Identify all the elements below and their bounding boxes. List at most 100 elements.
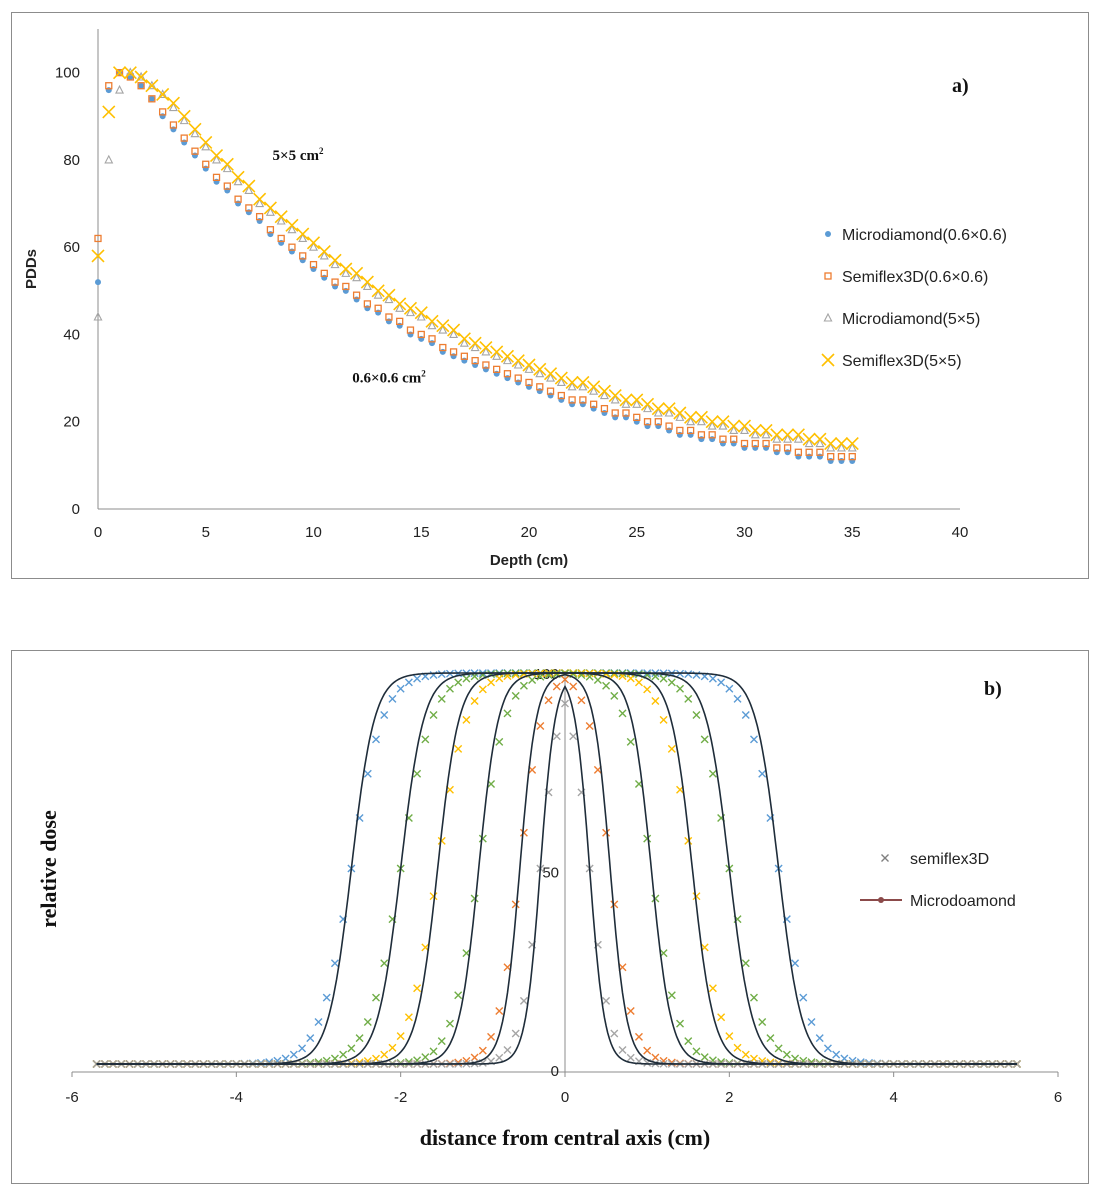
data-point bbox=[396, 1058, 405, 1067]
data-point bbox=[651, 1053, 660, 1062]
data-point bbox=[148, 95, 155, 102]
data-point bbox=[159, 113, 166, 120]
data-point bbox=[783, 433, 793, 443]
data-point bbox=[388, 1043, 397, 1052]
data-point bbox=[244, 185, 254, 195]
chart-panel-b: -6 -4 -2 0 2 4 6 0 50 100 distance from central ax… bbox=[11, 650, 1089, 1184]
data-point bbox=[762, 439, 770, 448]
data-point bbox=[719, 435, 727, 443]
data-point bbox=[470, 1053, 479, 1062]
data-point bbox=[739, 425, 750, 435]
data-point bbox=[782, 1050, 791, 1059]
data-point bbox=[495, 1053, 504, 1062]
data-point bbox=[429, 892, 438, 901]
data-point bbox=[449, 329, 459, 339]
data-point bbox=[664, 407, 674, 417]
legend-marker bbox=[824, 272, 832, 280]
data-point bbox=[429, 711, 438, 720]
data-point bbox=[590, 400, 598, 408]
data-point bbox=[255, 212, 264, 221]
data-point bbox=[287, 224, 297, 234]
data-point bbox=[363, 1018, 372, 1026]
y-tick-label: 0 bbox=[551, 1063, 559, 1080]
data-point bbox=[619, 393, 633, 407]
data-point bbox=[659, 674, 668, 683]
data-point bbox=[815, 1058, 824, 1067]
data-point bbox=[561, 699, 569, 708]
y-tick-label: 0 bbox=[72, 501, 80, 518]
data-point bbox=[655, 423, 662, 430]
x-tick-label: 15 bbox=[413, 524, 430, 541]
data-point bbox=[341, 268, 351, 277]
data-point bbox=[93, 311, 103, 321]
data-point bbox=[533, 362, 547, 376]
data-point bbox=[741, 711, 750, 720]
data-point bbox=[802, 432, 816, 446]
data-point bbox=[372, 735, 381, 744]
data-point bbox=[413, 674, 422, 683]
y-tick-label: 100 bbox=[55, 65, 80, 82]
data-point bbox=[201, 141, 211, 151]
data-point bbox=[350, 266, 364, 280]
data-point bbox=[770, 428, 784, 442]
data-point bbox=[222, 163, 232, 173]
data-point bbox=[700, 735, 709, 744]
data-point bbox=[310, 266, 317, 272]
data-point bbox=[472, 362, 479, 368]
data-point bbox=[437, 836, 446, 845]
data-point bbox=[478, 1046, 487, 1055]
data-point bbox=[298, 233, 308, 243]
data-point bbox=[105, 82, 113, 90]
data-point bbox=[676, 1019, 685, 1028]
data-point bbox=[761, 429, 771, 439]
data-point bbox=[274, 210, 288, 224]
data-point bbox=[445, 1019, 454, 1028]
data-point bbox=[328, 253, 342, 267]
annotation-label: 0.6×0.6 cm2 bbox=[352, 368, 426, 386]
data-point bbox=[536, 383, 544, 391]
data-point bbox=[730, 440, 737, 447]
data-point bbox=[482, 361, 490, 369]
data-point bbox=[634, 1032, 643, 1041]
data-point bbox=[727, 419, 741, 433]
data-point bbox=[158, 89, 168, 99]
data-point bbox=[94, 234, 102, 243]
data-point bbox=[245, 204, 253, 212]
x-tick-label: 5 bbox=[202, 524, 210, 541]
data-point bbox=[589, 385, 599, 395]
data-point bbox=[347, 1044, 356, 1053]
data-point bbox=[245, 209, 252, 216]
data-point bbox=[459, 337, 469, 347]
data-point bbox=[519, 996, 528, 1005]
data-point bbox=[166, 96, 180, 110]
data-point bbox=[651, 894, 660, 903]
data-point bbox=[536, 388, 543, 395]
data-point bbox=[643, 403, 653, 413]
data-point bbox=[611, 409, 619, 417]
data-point bbox=[457, 332, 471, 346]
x-tick-label: -2 bbox=[394, 1089, 407, 1106]
data-point bbox=[675, 412, 685, 421]
data-point bbox=[763, 444, 770, 451]
data-point bbox=[686, 426, 695, 435]
data-point bbox=[265, 207, 275, 216]
legend-marker bbox=[881, 854, 889, 862]
data-point bbox=[481, 346, 491, 356]
data-point bbox=[449, 348, 458, 356]
data-point bbox=[242, 179, 256, 193]
data-point bbox=[557, 391, 565, 400]
data-point bbox=[479, 340, 493, 355]
data-point bbox=[643, 685, 652, 694]
data-point bbox=[773, 449, 780, 456]
data-point bbox=[112, 66, 127, 80]
data-point bbox=[396, 317, 404, 326]
data-point bbox=[355, 1034, 364, 1043]
data-point bbox=[759, 423, 773, 438]
data-point bbox=[429, 340, 436, 347]
data-point bbox=[123, 66, 137, 80]
data-point bbox=[380, 959, 389, 968]
data-point bbox=[373, 289, 383, 299]
data-point bbox=[773, 444, 781, 452]
data-point bbox=[665, 422, 673, 430]
data-point bbox=[832, 1050, 841, 1059]
